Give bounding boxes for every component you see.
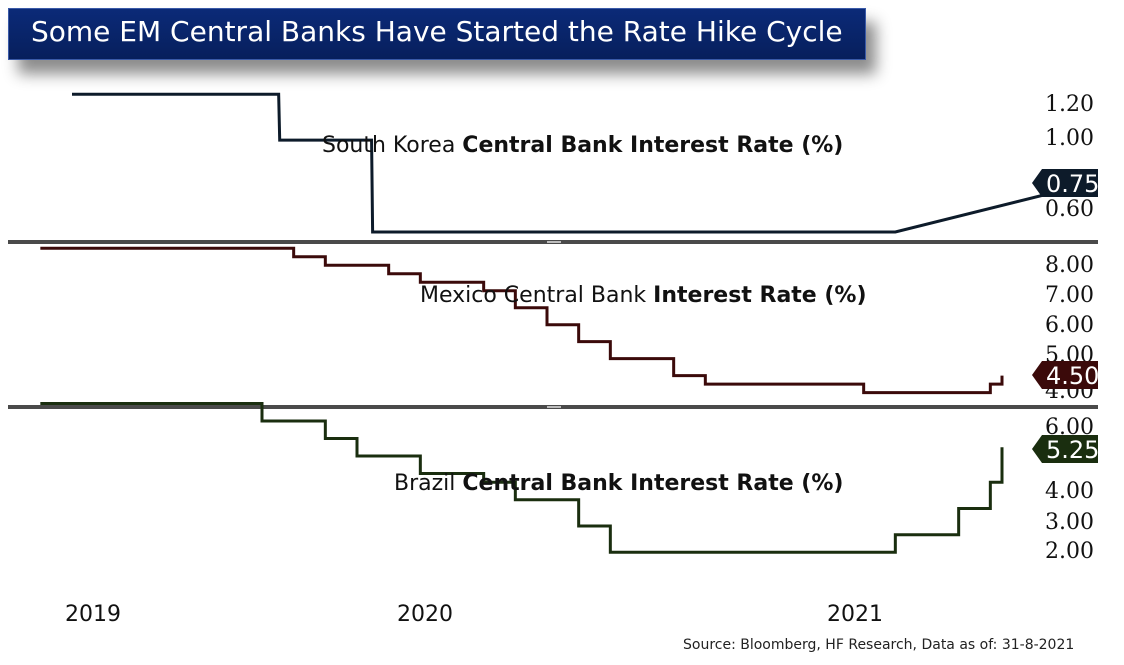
title-banner: Some EM Central Banks Have Started the R… [8,8,866,60]
x-tick-label: 2019 [65,602,121,627]
y-tick-label: 4.00 [1045,479,1094,504]
panel-title-bold: Interest Rate (%) [653,283,866,308]
x-tick-label: 2021 [827,602,883,627]
panel-title-2: Mexico Central Bank Interest Rate (%) [420,283,867,308]
y-tick-label: 6.00 [1045,313,1094,338]
panel-title-plain: Mexico Central Bank [420,283,653,308]
source-note: Source: Bloomberg, HF Research, Data as … [683,637,1075,653]
y-tick-label: 1.00 [1045,126,1094,151]
last-value-label-2: 4.50 [1046,362,1099,390]
panel-title-3: Brazil Central Bank Interest Rate (%) [394,471,843,496]
chart-title: Some EM Central Banks Have Started the R… [31,15,843,48]
last-value-tag-3 [1032,435,1098,463]
separator-1-grip [547,241,561,243]
last-value-label-1: 0.75 [1046,170,1099,198]
separator-2-grip [547,406,561,408]
panel-title-plain: South Korea [322,133,462,158]
y-tick-label: 3.00 [1045,510,1094,535]
series-line-3 [40,402,1004,554]
last-value-tag-2 [1032,361,1098,389]
last-value-tag-1 [1032,169,1098,197]
y-tick-label: 2.00 [1045,539,1094,564]
y-tick-label: 1.20 [1045,92,1094,117]
panel-title-1: South Korea Central Bank Interest Rate (… [322,133,843,158]
y-tick-label: 7.00 [1045,283,1094,308]
series-line-2 [40,246,1004,395]
panel-title-plain: Brazil [394,471,462,496]
y-tick-label: 0.60 [1045,197,1094,222]
panel-title-bold: Central Bank Interest Rate (%) [462,133,843,158]
y-tick-label: 8.00 [1045,253,1094,278]
panel-title-bold: Central Bank Interest Rate (%) [462,471,843,496]
series-line-1 [72,92,1081,234]
last-value-label-3: 5.25 [1046,436,1099,464]
x-tick-label: 2020 [397,602,453,627]
